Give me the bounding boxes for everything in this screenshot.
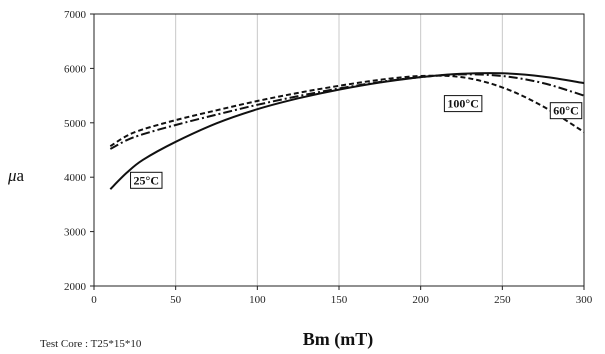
y-tick-label: 7000 [64,9,87,21]
x-tick-label: 0 [91,294,97,306]
series-line-100c [109,74,585,148]
y-tick-label: 6000 [64,63,87,75]
x-tick-label: 100 [249,294,266,306]
series-lines [109,72,585,190]
test-core-note: Test Core : T25*15*10 [40,338,142,350]
y-tick-label: 5000 [64,118,87,130]
y-axis-label-symbol: μ [7,166,17,185]
series-label-box: 25°C [130,171,163,189]
y-axis-label: μa [7,166,25,185]
x-tick-label: 250 [494,294,511,306]
x-axis-label: Bm (mT) [303,329,374,350]
series-label: 100°C [447,97,478,111]
series-label: 60°C [553,104,578,118]
x-tick-label: 300 [576,294,593,306]
label-box-border [130,171,163,189]
series-line-25c [109,72,585,190]
y-tick-label: 2000 [64,281,87,293]
y-tick-label: 4000 [64,172,87,184]
y-axis-label-subscript: a [17,166,25,185]
y-tick-label: 3000 [64,227,87,239]
annotations: 25°C 100°C 60°C [130,95,583,189]
grid-lines [175,14,503,286]
series-label-box: 100°C [443,95,483,113]
y-axis-ticks: 2000 3000 4000 5000 6000 7000 [64,9,94,293]
x-tick-label: 200 [412,294,429,306]
x-axis-ticks: 0 50 100 150 200 250 300 [91,286,593,306]
series-label-box: 60°C [549,102,583,120]
label-box-border [549,102,583,120]
series-line-60c [109,73,585,150]
x-tick-label: 150 [331,294,348,306]
x-tick-label: 50 [170,294,182,306]
label-box-border [443,95,483,113]
series-label: 25°C [134,173,159,187]
